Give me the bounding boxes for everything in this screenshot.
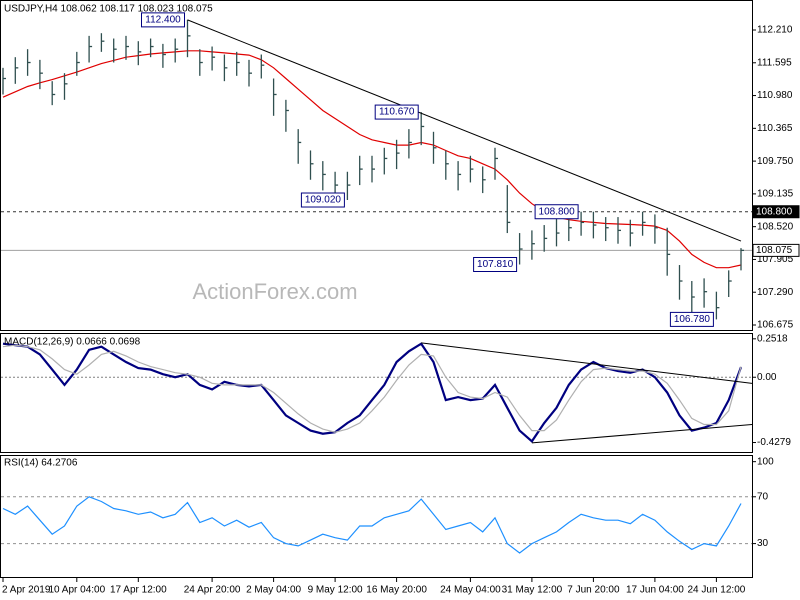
trendline: [531, 424, 753, 444]
annotation-box: [669, 311, 714, 327]
y-tick-label: 0.2518: [757, 333, 788, 344]
x-tick-label: 2 May 04:00: [246, 585, 301, 596]
annotation-label: 106.780: [674, 314, 711, 325]
y-tick-label: 109.135: [757, 189, 794, 200]
x-tick-label: 17 Apr 12:00: [110, 585, 167, 596]
rsi-title: RSI(14) 64.2706: [4, 458, 78, 469]
macd-panel-frame: [0, 333, 753, 453]
x-tick-label: 9 May 12:00: [308, 585, 363, 596]
x-tick-label: 24 Apr 20:00: [184, 585, 241, 596]
annotation-box: [300, 192, 345, 208]
annotation-box: [534, 204, 579, 220]
level-box: [752, 243, 800, 257]
annotation-box: [141, 12, 185, 28]
y-tick-label: 70: [757, 491, 769, 502]
annotation-label: 107.810: [477, 259, 514, 270]
y-tick-label: 109.750: [757, 156, 794, 167]
rsi-panel-frame: [0, 455, 753, 578]
y-tick-label: 107.905: [757, 254, 794, 265]
annotation-label: 109.020: [305, 195, 342, 206]
x-tick-label: 24 Jun 12:00: [687, 585, 745, 596]
y-tick-label: 30: [757, 538, 769, 549]
indicator-line: [2, 342, 743, 443]
y-tick-label: -0.4279: [757, 437, 791, 448]
trendline: [187, 19, 742, 242]
y-tick-label: 111.595: [757, 57, 792, 68]
x-tick-label: 16 May 20:00: [366, 585, 427, 596]
level-box: [752, 205, 800, 219]
annotation-label: 110.670: [379, 107, 415, 118]
level-label: 108.075: [756, 245, 793, 256]
y-tick-label: 100: [757, 456, 774, 467]
indicator-line: [2, 344, 742, 433]
watermark: ActionForex.com: [192, 279, 357, 304]
annotation-label: 108.800: [539, 206, 576, 217]
x-tick-label: 7 Jun 20:00: [567, 585, 620, 596]
x-tick-label: 24 May 04:00: [440, 585, 501, 596]
price-panel-frame: [0, 0, 753, 331]
annotation-box: [473, 257, 518, 273]
y-tick-label: 110.980: [757, 90, 793, 101]
y-tick-label: 106.675: [757, 320, 794, 331]
trendline: [421, 342, 753, 384]
price-title: USDJPY,H4 108.062 108.117 108.023 108.07…: [4, 4, 213, 15]
annotation-box: [374, 104, 419, 120]
x-tick-label: 10 Apr 04:00: [48, 585, 105, 596]
macd-title: MACD(12,26,9) 0.0666 0.0698: [4, 337, 141, 348]
indicator-line: [2, 496, 742, 554]
annotation-label: 112.400: [145, 15, 181, 26]
x-tick-label: 31 May 12:00: [502, 585, 563, 596]
y-tick-label: 110.365: [757, 123, 793, 134]
y-tick-label: 107.290: [757, 287, 794, 298]
x-tick-label: 17 Jun 04:00: [626, 585, 684, 596]
x-tick-label: 2 Apr 2019: [2, 585, 51, 596]
y-tick-label: 108.520: [757, 221, 794, 232]
level-label: 108.800: [756, 206, 793, 217]
y-tick-label: 112.210: [757, 25, 793, 36]
y-tick-label: 0.00: [757, 372, 777, 383]
